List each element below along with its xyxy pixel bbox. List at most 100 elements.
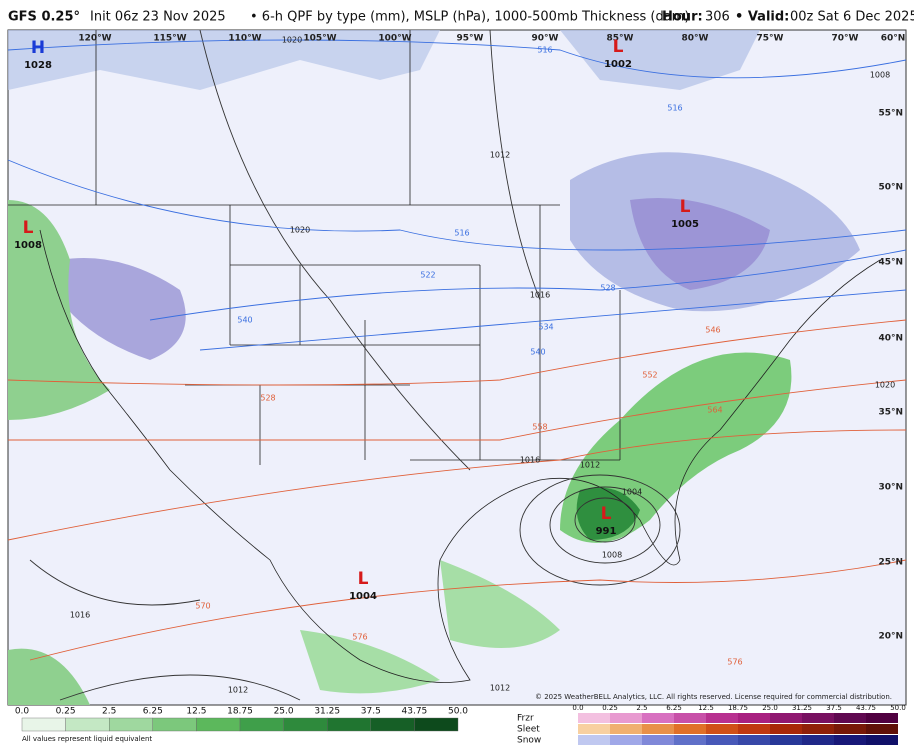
type-color [866, 735, 898, 745]
snow-area [630, 198, 770, 290]
thickness-label: 528 [600, 284, 615, 293]
type-color [610, 724, 642, 734]
pressure-value: 1005 [671, 219, 699, 230]
pressure-value: 1004 [349, 591, 377, 602]
rain-area [8, 200, 110, 420]
precip-type: Snow [517, 736, 541, 746]
type-tick: 0.0 [572, 704, 583, 712]
isobar-label: 1012 [490, 151, 510, 160]
type-color [834, 724, 866, 734]
rain-color [370, 717, 415, 732]
snow-area [60, 258, 186, 360]
isobar-label: 1020 [282, 36, 302, 45]
thickness-label: 528 [260, 394, 275, 403]
rain-tick: 0.25 [56, 707, 76, 717]
copyright: © 2025 WeatherBELL Analytics, LLC. All r… [535, 693, 892, 701]
rain-color [196, 717, 241, 732]
type-tick: 18.75 [728, 704, 748, 712]
longitude-label: 70°W [832, 34, 859, 44]
type-color [642, 735, 674, 745]
rain-tick: 12.5 [186, 707, 206, 717]
type-color [578, 724, 610, 734]
thickness-label: 576 [727, 658, 742, 667]
isobar-label: 1020 [290, 226, 310, 235]
boundaries [8, 30, 881, 683]
latitude-label: 30°N [878, 483, 903, 493]
rain-color [152, 717, 197, 732]
rain-color [65, 717, 110, 732]
type-color [706, 724, 738, 734]
thickness-label: 540 [237, 316, 252, 325]
type-color [738, 735, 770, 745]
isobar-label: 1008 [870, 71, 890, 80]
type-color [706, 735, 738, 745]
type-color [674, 713, 706, 723]
type-tick: 31.25 [792, 704, 812, 712]
thickness-label: 516 [667, 104, 682, 113]
isobar-label: 1016 [520, 456, 540, 465]
type-color [610, 735, 642, 745]
thickness-label: 564 [707, 406, 722, 415]
rain-color [283, 717, 328, 732]
type-color [866, 724, 898, 734]
map: 120°W 115°W 110°W 105°W 100°W 95°W 90°W 85°W 80°… [7, 29, 907, 706]
precip-type: Sleet [517, 725, 540, 735]
longitude-label: 105°W [303, 34, 336, 44]
thickness-label: 516 [537, 46, 552, 55]
latitude-label: 40°N [878, 334, 903, 344]
isobar-label: 1012 [228, 686, 248, 695]
isobar-label: 1012 [490, 684, 510, 693]
rain-color [327, 717, 372, 732]
latitude-label: 50°N [878, 183, 903, 193]
type-tick: 6.25 [666, 704, 682, 712]
type-tick: 50.0 [890, 704, 906, 712]
thickness-label: 552 [642, 371, 657, 380]
rain-area [8, 648, 90, 705]
rain-tick: 6.25 [143, 707, 163, 717]
type-color [834, 735, 866, 745]
type-tick: 37.5 [826, 704, 842, 712]
pressure-value: 1028 [24, 60, 52, 71]
rain-tick: 25.0 [274, 707, 294, 717]
type-color [674, 724, 706, 734]
type-color [866, 713, 898, 723]
thickness-label: 516 [454, 229, 469, 238]
isobar-label: 1016 [530, 291, 550, 300]
type-tick: 12.5 [698, 704, 714, 712]
longitude-label: 120°W [78, 34, 111, 44]
pressure-value: 1002 [604, 59, 632, 70]
rain-area [440, 560, 560, 648]
snow-area [560, 30, 760, 90]
thickness-label: 576 [352, 633, 367, 642]
thickness-label: 558 [532, 423, 547, 432]
rain-color [239, 717, 284, 732]
isobar-label: 1012 [580, 461, 600, 470]
rain-tick: 37.5 [361, 707, 381, 717]
type-color [738, 713, 770, 723]
valid: 00z Sat 6 Dec 2025 [790, 10, 914, 25]
type-color [578, 735, 610, 745]
precip-type: Frzr [517, 714, 534, 724]
type-color [834, 713, 866, 723]
latitude-label: 25°N [878, 558, 903, 568]
type-color [642, 724, 674, 734]
map-labels: 120°W 115°W 110°W 105°W 100°W 95°W 90°W 85°W 80°… [14, 34, 905, 695]
rain-tick: 18.75 [227, 707, 253, 717]
type-color [770, 735, 802, 745]
pressure-symbol: L [613, 37, 624, 57]
isobars [29, 29, 681, 701]
longitude-label: 75°W [757, 34, 784, 44]
valid-label: • Valid: [735, 10, 789, 25]
model: GFS 0.25° [8, 10, 80, 25]
legend: All values represent liquid equivalent 0… [15, 704, 906, 746]
pressure-value: 991 [596, 526, 617, 537]
pressure-symbol: L [601, 504, 612, 524]
isobar-label: 1020 [875, 381, 895, 390]
thickness-warm [7, 319, 907, 661]
isobar-label: 1004 [622, 488, 642, 497]
type-tick: 43.75 [856, 704, 876, 712]
type-color [642, 713, 674, 723]
rain-tick: 2.5 [102, 707, 116, 717]
